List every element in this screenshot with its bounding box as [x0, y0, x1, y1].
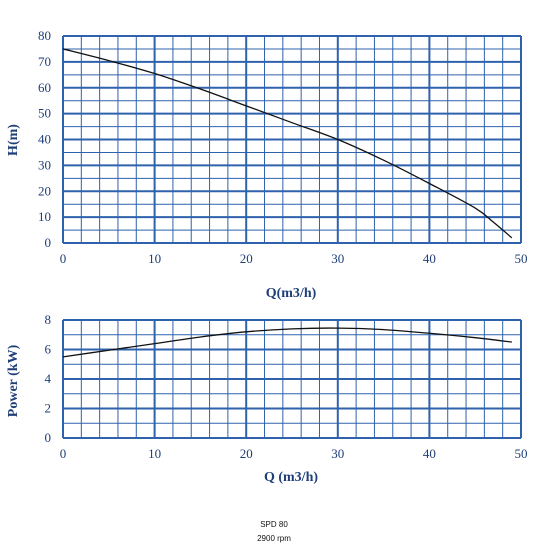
head-y-tick-label: 80 — [38, 28, 51, 43]
head-grid — [62, 35, 522, 244]
head-y-tick-label: 50 — [38, 106, 51, 121]
head-y-tick-label: 70 — [38, 54, 51, 69]
power-x-tick-label: 0 — [60, 446, 67, 461]
power-y-tick-label: 0 — [45, 430, 52, 445]
head-x-tick-label: 40 — [423, 251, 436, 266]
x-axis-title-power: Q (m3/h) — [264, 470, 318, 485]
head-x-tick-label: 30 — [331, 251, 344, 266]
head-chart: 0 10 20 30 40 50 0 10 20 30 40 50 60 70 80 — [38, 28, 528, 266]
head-x-tick-label: 10 — [148, 251, 161, 266]
head-y-tick-label: 40 — [38, 132, 51, 147]
power-grid — [62, 319, 522, 439]
head-x-tick-label: 0 — [60, 251, 67, 266]
power-x-tick-label: 10 — [148, 446, 161, 461]
power-y-tick-label: 2 — [45, 401, 52, 416]
head-y-tick-label: 0 — [45, 235, 52, 250]
power-curve — [62, 327, 512, 358]
head-y-tick-label: 60 — [38, 80, 51, 95]
head-x-tick-label: 20 — [240, 251, 253, 266]
power-y-tick-label: 8 — [45, 312, 52, 327]
head-y-tick-label: 30 — [38, 157, 51, 172]
head-y-tick-label: 10 — [38, 209, 51, 224]
power-x-tick-label: 20 — [240, 446, 253, 461]
power-x-tick-label: 50 — [515, 446, 528, 461]
power-x-tick-label: 30 — [331, 446, 344, 461]
power-y-tick-label: 4 — [45, 371, 52, 386]
speed-caption: 2900 rpm — [257, 534, 291, 543]
model-caption: SPD 80 — [260, 520, 288, 529]
power-x-tick-label: 40 — [423, 446, 436, 461]
y-axis-title-head: H(m) — [6, 124, 21, 156]
y-axis-title-power: Power (kW) — [6, 344, 21, 417]
x-axis-title-head: Q(m3/h) — [266, 286, 317, 301]
head-curve — [62, 48, 513, 239]
power-y-tick-label: 6 — [45, 342, 52, 357]
power-chart: 0 10 20 30 40 50 0 2 4 6 8 — [45, 312, 528, 461]
head-x-tick-label: 50 — [515, 251, 528, 266]
head-y-tick-label: 20 — [38, 183, 51, 198]
